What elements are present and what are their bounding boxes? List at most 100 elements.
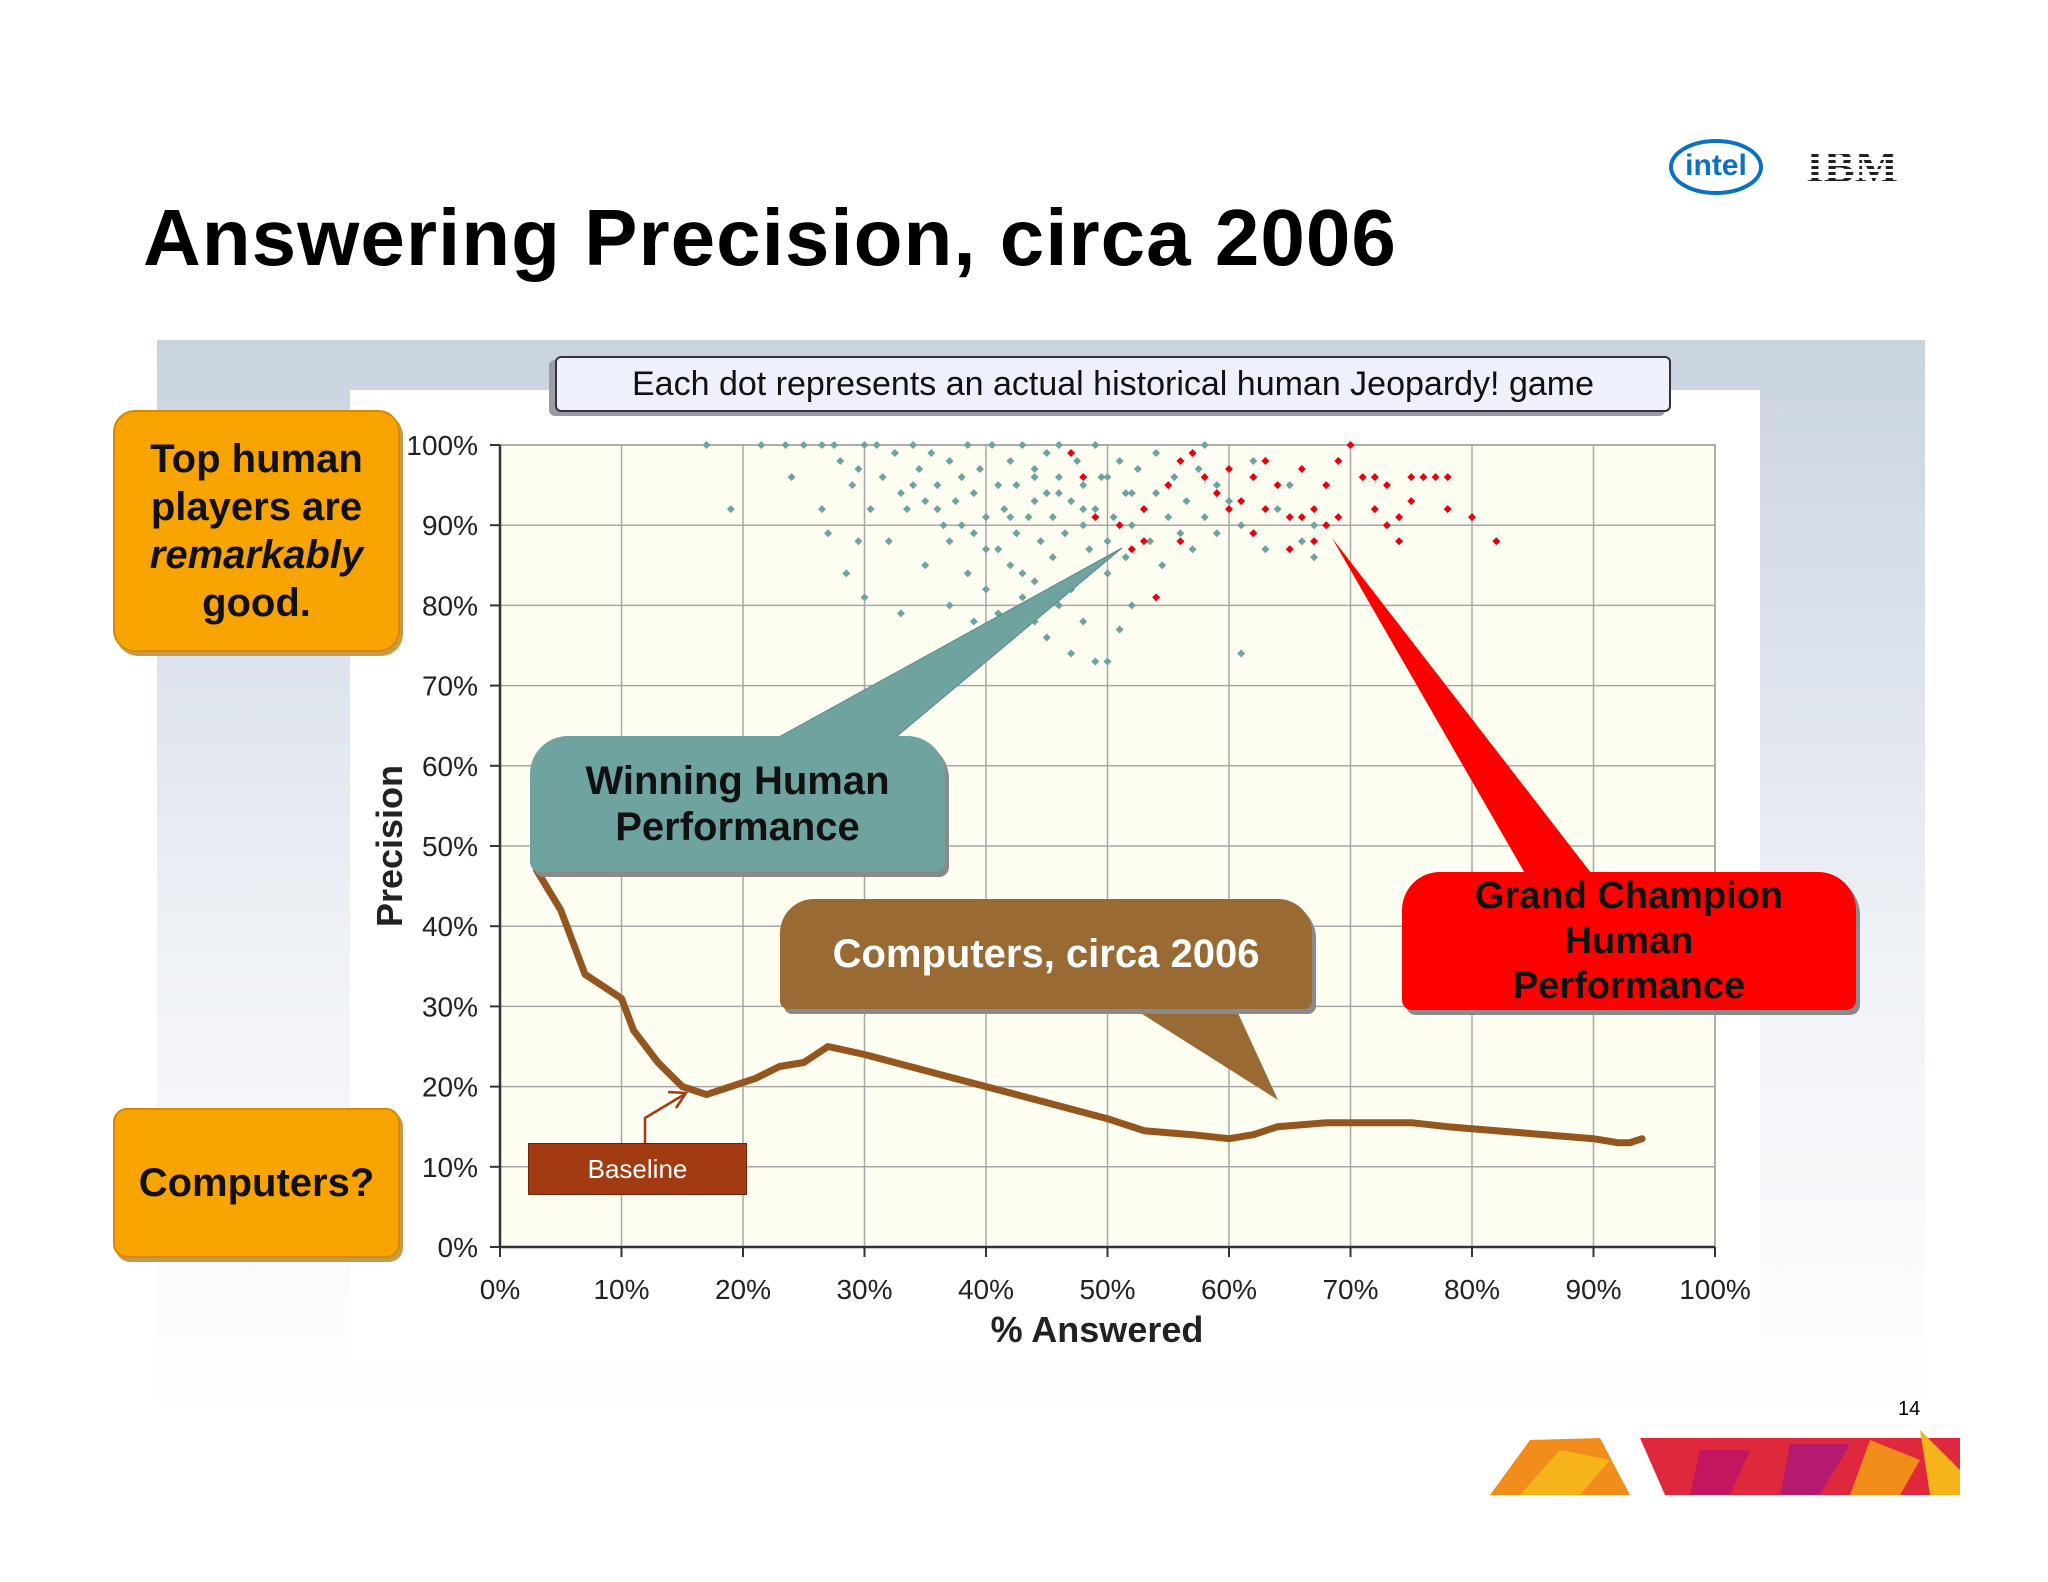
data-point <box>1188 449 1197 458</box>
baseline-curve <box>533 866 1646 1147</box>
y-tick-label: 80% <box>422 590 478 621</box>
data-point <box>1024 513 1033 522</box>
data-point <box>1006 561 1015 570</box>
data-point <box>1030 497 1039 506</box>
data-point <box>927 449 936 458</box>
grand-line-1: Grand Champion <box>1474 874 1784 917</box>
data-point <box>799 441 808 449</box>
data-point <box>1249 473 1258 482</box>
data-point <box>1091 657 1100 666</box>
tick-labels: 0% 10% 20% 30% 40% 50% 60% 70% 80% 90% 100% 0% 10% 20… <box>406 430 1750 1305</box>
computers-question-callout: Computers? <box>113 1108 400 1258</box>
data-point <box>1370 505 1379 514</box>
ibm-logo-text: IBM <box>1806 142 1898 188</box>
data-point <box>866 505 875 514</box>
data-point <box>1237 497 1246 506</box>
data-point <box>1285 545 1294 554</box>
data-point <box>1200 473 1209 482</box>
data-point <box>1164 513 1173 522</box>
data-point <box>1067 449 1076 458</box>
data-point <box>1109 513 1118 522</box>
data-point <box>1152 593 1161 602</box>
data-point <box>945 601 954 610</box>
data-point <box>1225 505 1233 514</box>
computers-callout-pointer <box>1120 1000 1278 1100</box>
data-point <box>1310 505 1319 514</box>
data-point <box>1115 521 1124 530</box>
data-point <box>1237 649 1246 658</box>
data-point <box>1443 473 1452 482</box>
data-point <box>994 545 1003 554</box>
data-point <box>1091 513 1100 522</box>
data-point <box>1079 473 1088 482</box>
data-point <box>1212 481 1221 490</box>
footer-color-bar <box>1490 1430 1960 1495</box>
data-point <box>1079 505 1088 514</box>
data-point <box>1176 457 1185 466</box>
data-point <box>1407 497 1416 506</box>
data-point <box>1042 489 1051 498</box>
data-point <box>933 481 942 490</box>
data-point <box>1261 505 1270 514</box>
y-tick-label: 50% <box>422 831 478 862</box>
x-tick-label: 0% <box>480 1274 520 1305</box>
data-point <box>1152 449 1161 458</box>
data-point <box>1468 513 1476 522</box>
data-point <box>1158 561 1167 570</box>
data-point <box>1018 569 1027 578</box>
data-point <box>1042 633 1051 642</box>
data-point <box>1127 601 1136 610</box>
data-point <box>969 617 978 626</box>
y-axis-label: Precision <box>369 765 410 927</box>
data-point <box>1225 465 1233 474</box>
data-point <box>1200 441 1209 449</box>
data-point <box>1133 465 1142 474</box>
top-human-line-4: good. <box>202 581 311 625</box>
data-point <box>1079 617 1088 626</box>
dot-caption: Each dot represents an actual historical… <box>555 356 1671 412</box>
data-point <box>1310 537 1319 546</box>
data-point <box>982 585 990 594</box>
data-point <box>1103 657 1112 666</box>
data-point <box>1103 537 1112 546</box>
data-point <box>1419 473 1428 482</box>
x-tick-label: 60% <box>1201 1274 1257 1305</box>
data-point <box>975 465 984 474</box>
x-tick-label: 90% <box>1565 1274 1621 1305</box>
data-point <box>1085 545 1094 554</box>
y-tick-label: 40% <box>422 911 478 942</box>
data-point <box>1382 521 1391 530</box>
data-point <box>1334 513 1343 522</box>
data-point <box>1012 481 1021 490</box>
grand-line-2: Human <box>1564 919 1694 962</box>
top-human-line-1: Top human <box>150 437 363 481</box>
data-point <box>1407 473 1416 482</box>
data-point <box>1182 497 1191 506</box>
data-point <box>1018 593 1027 602</box>
data-point <box>1443 505 1452 514</box>
intel-logo-text: intel <box>1685 149 1747 182</box>
data-point <box>982 545 990 554</box>
series-2 <box>533 866 1646 1147</box>
data-point <box>872 441 881 449</box>
data-point <box>1194 465 1203 474</box>
data-point <box>939 521 948 530</box>
baseline-arrowhead <box>667 1090 689 1109</box>
data-point <box>1103 473 1112 482</box>
data-point <box>1091 505 1100 514</box>
data-point <box>1146 537 1155 546</box>
data-point <box>1030 577 1039 586</box>
data-point <box>1164 481 1173 490</box>
data-point <box>1030 465 1039 474</box>
data-point <box>726 505 735 514</box>
data-point <box>1067 649 1076 658</box>
x-tick-label: 100% <box>1679 1274 1751 1305</box>
data-point <box>1012 529 1021 538</box>
data-point <box>988 441 997 449</box>
y-tick-label: 10% <box>422 1152 478 1183</box>
winning-human-callout: Winning Human Performance <box>530 736 945 872</box>
baseline-arrow <box>643 1092 686 1148</box>
data-point <box>933 505 942 514</box>
data-point <box>1097 473 1106 482</box>
data-point <box>854 537 863 546</box>
